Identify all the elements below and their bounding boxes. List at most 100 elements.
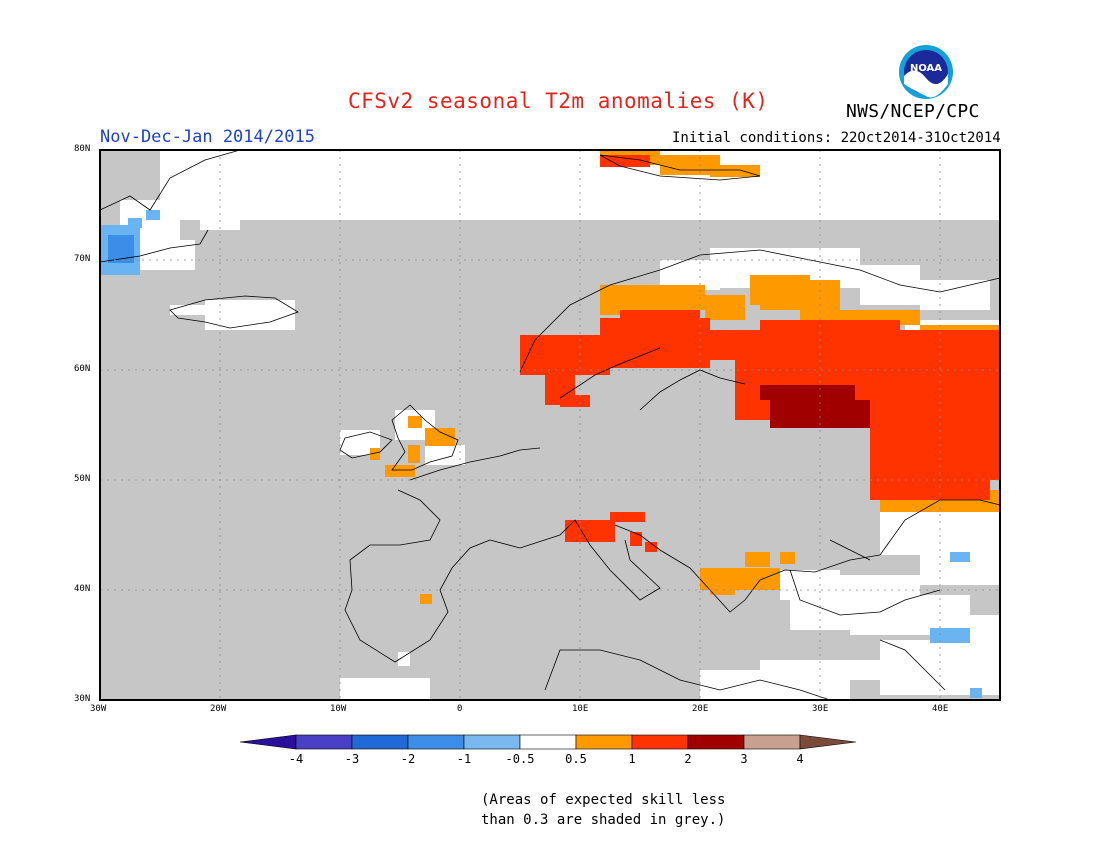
anomaly-cell <box>705 295 745 320</box>
initial-conditions: Initial conditions: 22Oct2014-31Oct2014 <box>672 130 1001 146</box>
anomaly-cell <box>408 416 422 428</box>
coastline <box>169 295 299 329</box>
colorbar-label: 1 <box>628 752 636 766</box>
anomaly-cell <box>800 280 840 320</box>
anomaly-cell <box>420 594 432 604</box>
coastline <box>599 154 761 181</box>
colorbar-swatch <box>743 734 801 750</box>
anomaly-cell <box>760 285 805 310</box>
anomaly-cell <box>760 320 900 360</box>
coastlines <box>99 149 1001 701</box>
coastline <box>544 649 831 701</box>
anomaly-cell <box>655 285 705 310</box>
lon-tick: 0 <box>457 704 463 714</box>
anomaly-cell <box>860 265 920 305</box>
anomaly-cell <box>600 155 650 167</box>
anomaly-cell <box>700 330 760 360</box>
colorbar-swatch <box>575 734 633 750</box>
anomaly-cell <box>940 560 980 580</box>
lat-tick: 80N <box>74 144 91 154</box>
anomaly-cell <box>645 542 657 552</box>
anomaly-cell <box>385 465 415 477</box>
map-frame <box>99 149 1001 701</box>
colorbar-swatch <box>463 734 521 750</box>
anomaly-cell <box>710 165 760 177</box>
anomaly-cell <box>760 660 890 680</box>
anomaly-cell <box>745 552 770 567</box>
anomaly-cell <box>920 280 990 310</box>
coastline <box>789 569 941 616</box>
anomaly-cell <box>970 688 982 698</box>
lon-tick: 20W <box>210 704 227 714</box>
agency-label: NWS/NCEP/CPC <box>846 101 980 122</box>
anomaly-cell <box>780 552 795 564</box>
anomaly-cell <box>880 640 1000 695</box>
footnote-line-2: than 0.3 are shaded in grey.) <box>481 812 726 828</box>
anomaly-cell <box>170 305 210 315</box>
anomaly-cell <box>900 470 990 500</box>
colorbar-arrow-low <box>239 734 297 750</box>
coastline <box>99 229 209 263</box>
footnote-line-1: (Areas of expected skill less <box>481 792 726 808</box>
coastline <box>99 149 241 211</box>
colorbar-label: 0.5 <box>565 752 587 766</box>
anomaly-cell <box>128 218 142 228</box>
coastline <box>344 489 491 663</box>
lat-tick: 70N <box>74 254 91 264</box>
anomaly-cell <box>560 395 590 407</box>
colorbar-swatch <box>687 734 745 750</box>
anomaly-cell <box>520 335 610 375</box>
colorbar-label: -1 <box>456 752 472 766</box>
colorbar-label: 4 <box>796 752 804 766</box>
coastline <box>639 369 746 411</box>
anomaly-cell <box>370 448 380 460</box>
anomaly-cell <box>108 235 134 263</box>
colorbar-label: -4 <box>288 752 304 766</box>
colorbar-swatch <box>295 734 353 750</box>
forecast-period: Nov-Dec-Jan 2014/2015 <box>100 127 315 147</box>
coastline <box>339 431 393 459</box>
colorbar-swatch <box>631 734 689 750</box>
lat-tick: 30N <box>74 694 91 704</box>
anomaly-cell <box>408 445 420 463</box>
colorbar-label: 2 <box>684 752 692 766</box>
lat-tick: 50N <box>74 474 91 484</box>
lon-tick: 30E <box>812 704 829 714</box>
lat-tick: 40N <box>74 584 91 594</box>
coastline <box>489 519 661 601</box>
coastline <box>519 249 1001 373</box>
anomaly-cell <box>760 385 855 400</box>
colorbar-label: -0.5 <box>505 752 535 766</box>
anomaly-cell <box>930 628 970 643</box>
anomaly-cell <box>620 310 700 330</box>
lat-tick: 60N <box>74 364 91 374</box>
noaa-logo: NOAA <box>899 45 953 99</box>
colorbar-label: -3 <box>344 752 360 766</box>
chart-title: CFSv2 seasonal T2m anomalies (K) <box>348 89 769 113</box>
anomaly-cell <box>710 585 735 595</box>
anomaly-cell <box>900 310 920 325</box>
coastline <box>879 639 946 691</box>
lon-tick: 40E <box>932 704 949 714</box>
anomaly-cell <box>565 520 615 542</box>
anomaly-cell <box>700 568 780 590</box>
lon-tick: 10W <box>330 704 347 714</box>
lon-tick: 10E <box>572 704 589 714</box>
anomaly-cell <box>340 678 430 700</box>
anomaly-cell <box>630 532 642 546</box>
coastline <box>409 447 541 481</box>
lon-tick: 30W <box>90 704 107 714</box>
colorbar-swatch <box>351 734 409 750</box>
graticule <box>100 150 1000 700</box>
noaa-logo-text: NOAA <box>910 63 942 74</box>
colorbar-swatch <box>519 734 577 750</box>
colorbar-label: 3 <box>740 752 748 766</box>
coastline <box>614 524 881 613</box>
anomaly-cell <box>146 210 160 220</box>
anomaly-cell <box>610 512 645 522</box>
coastline <box>829 539 871 561</box>
colorbar-arrow-high <box>799 734 857 750</box>
anomaly-cell <box>950 552 970 562</box>
